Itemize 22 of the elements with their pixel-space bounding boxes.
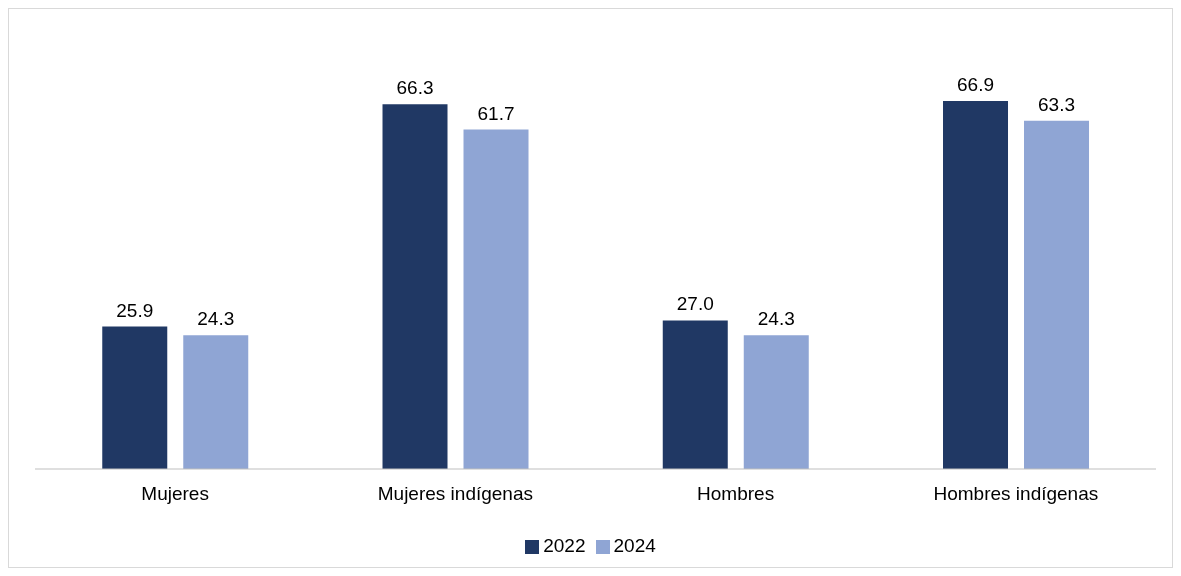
bar [382,104,448,469]
data-label: 27.0 [676,293,714,315]
bar [743,335,809,469]
bar [1024,120,1090,469]
data-label: 66.9 [957,74,994,95]
data-label: 61.7 [477,102,515,124]
x-tick-label: Mujeres [141,483,209,505]
data-label: 24.3 [197,308,235,330]
bar [662,320,728,469]
data-label: 25.9 [116,299,154,321]
data-label: 24.3 [757,308,795,330]
bar [463,129,529,469]
bar [943,101,1009,469]
bar [183,335,249,469]
data-label: 63.3 [1038,93,1075,115]
legend-label: 2022 [543,535,586,556]
data-label: 66.3 [396,77,434,99]
x-tick-label: Hombres [697,483,775,505]
legend-label: 2024 [613,535,656,556]
bar [102,326,168,469]
x-tick-label: Mujeres indígenas [377,483,534,505]
x-tick-label: Hombres indígenas [933,483,1099,505]
